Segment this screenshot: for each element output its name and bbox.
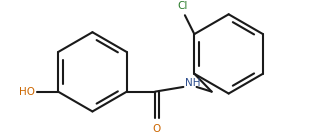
Text: O: O xyxy=(153,124,161,134)
Text: Cl: Cl xyxy=(178,1,188,10)
Text: NH: NH xyxy=(185,78,201,88)
Text: HO: HO xyxy=(19,87,36,97)
